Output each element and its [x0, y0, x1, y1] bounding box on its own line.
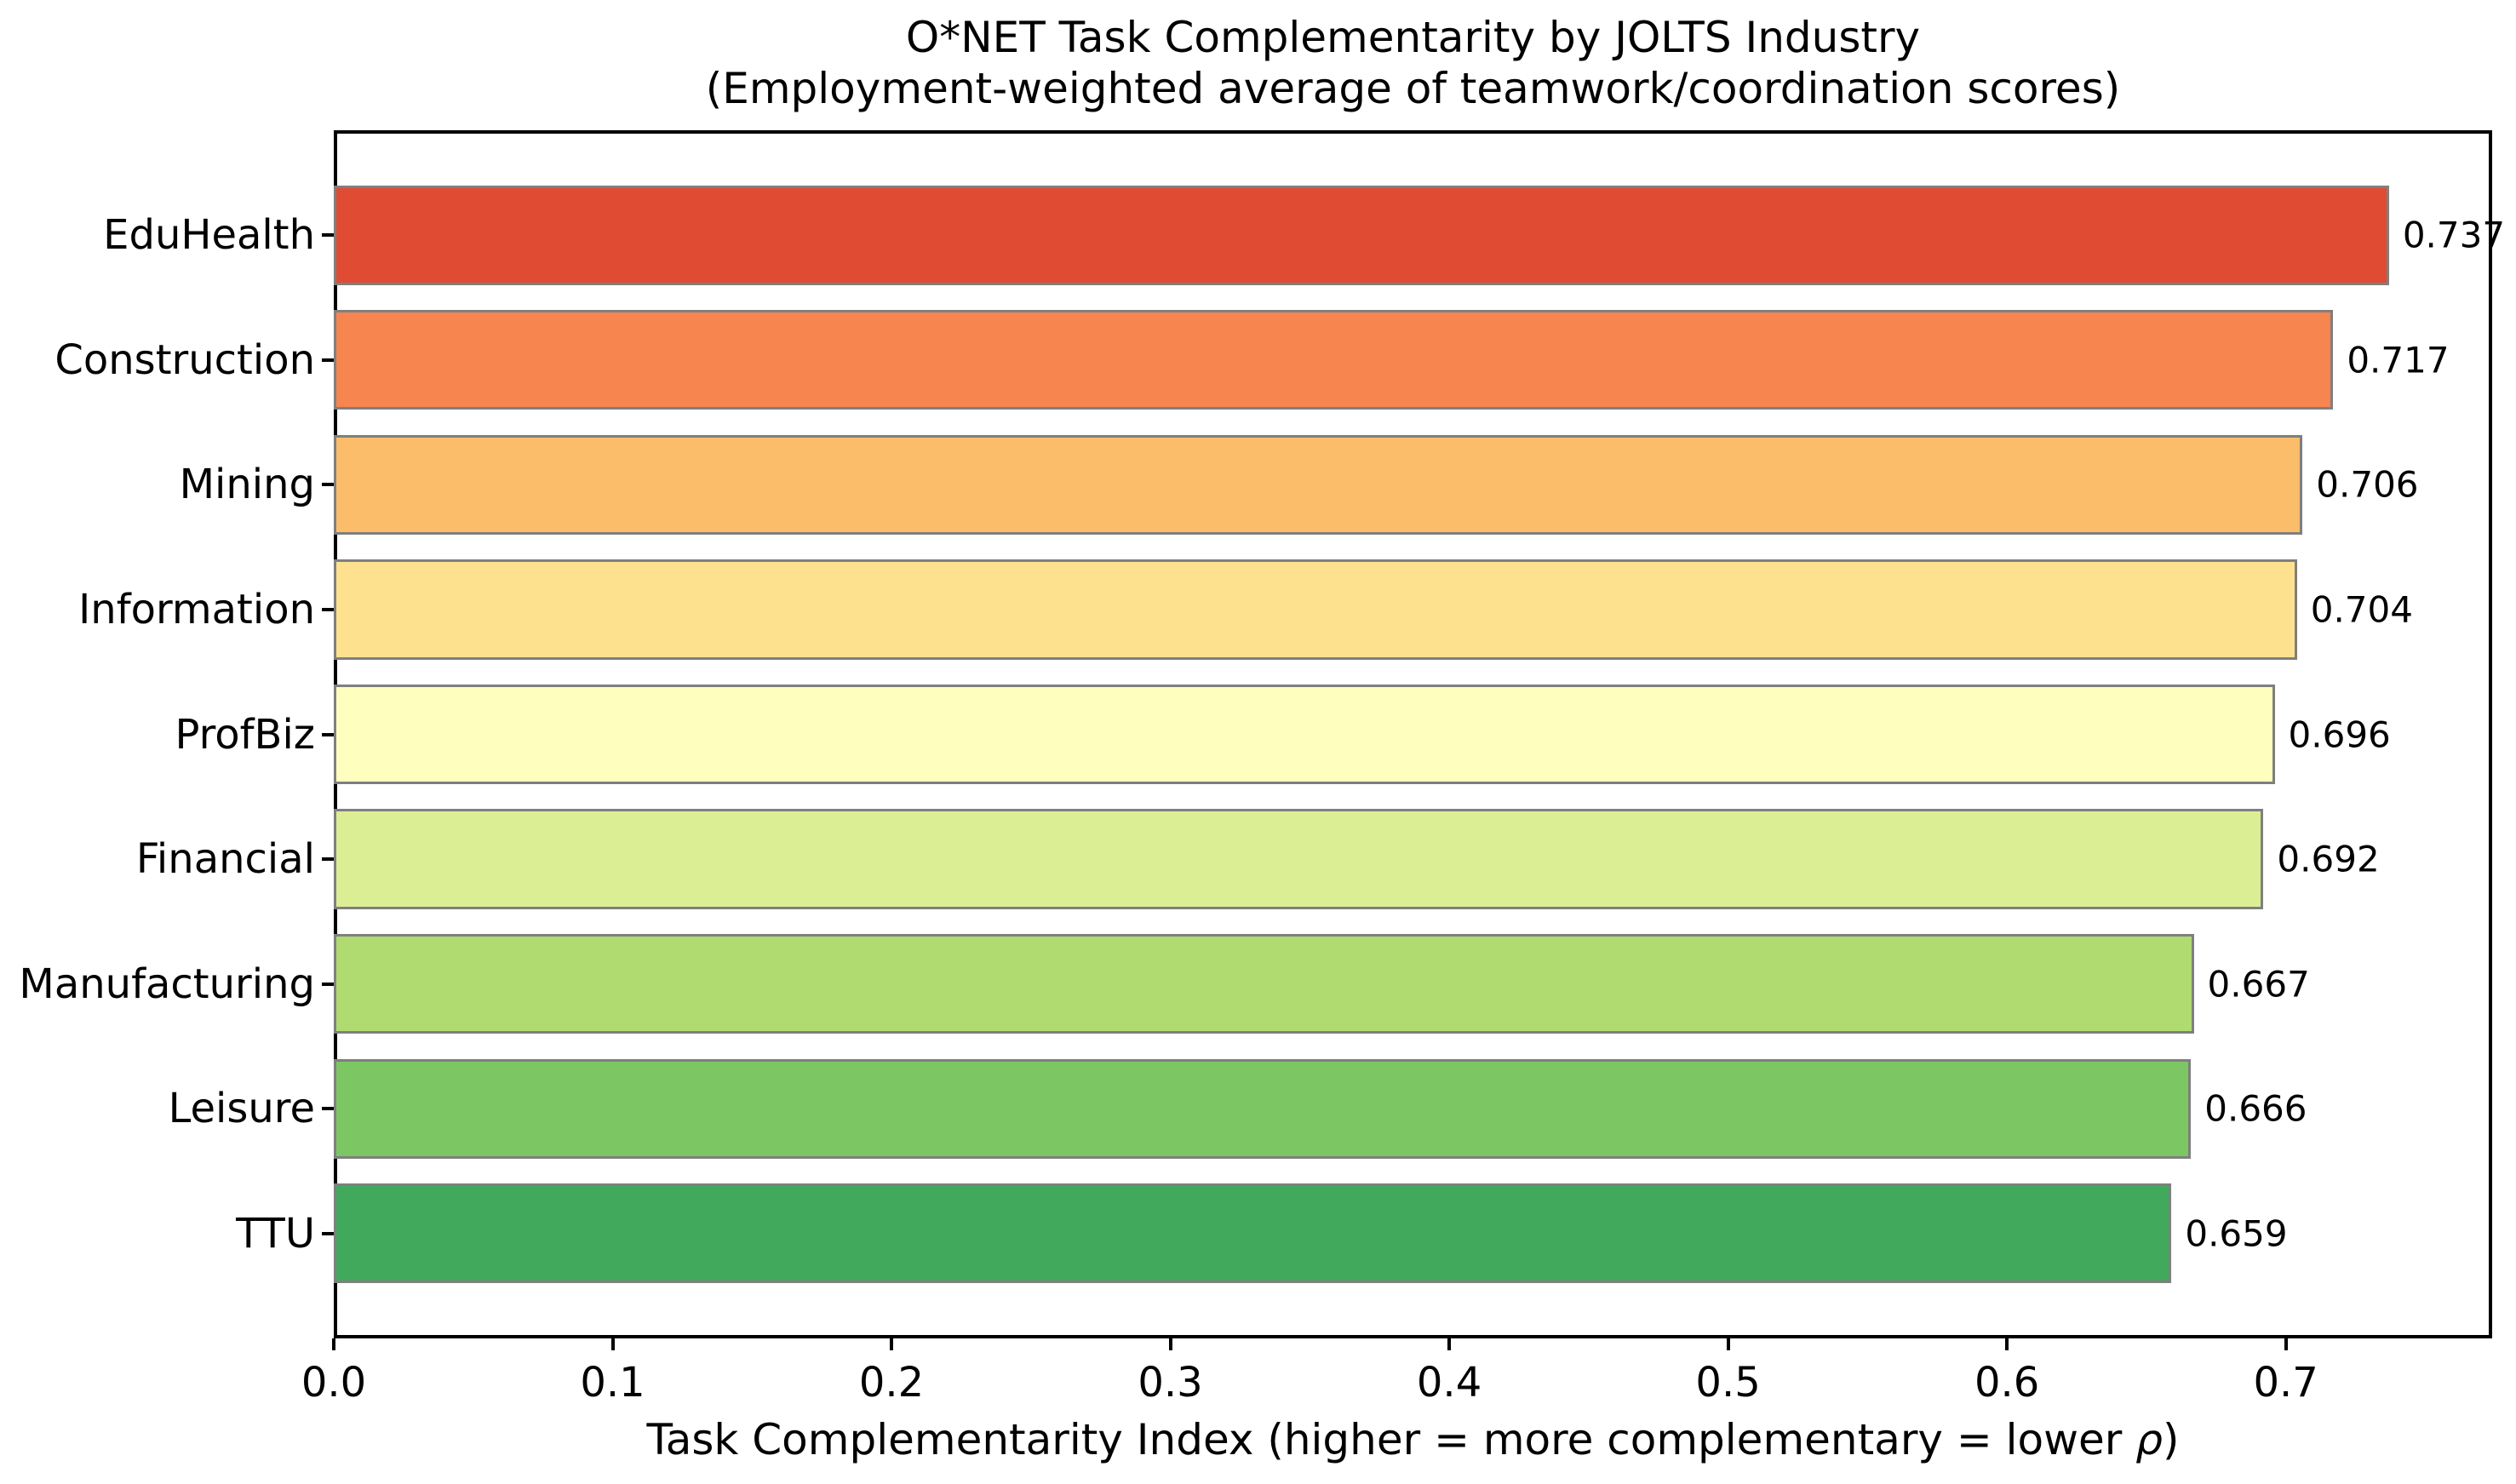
bar-value-label: 0.737 [2402, 214, 2506, 256]
x-tick-label: 0.5 [1695, 1359, 1761, 1407]
y-tick-mark [322, 857, 334, 862]
y-tick-label: EduHealth [103, 211, 315, 260]
y-tick-mark [322, 732, 334, 736]
bar [334, 434, 2303, 535]
x-axis-label: Task Complementarity Index (higher = mor… [334, 1415, 2492, 1464]
y-tick-mark [322, 607, 334, 611]
y-tick-mark [322, 1231, 334, 1235]
y-tick-label: TTU [236, 1209, 315, 1258]
bar [334, 809, 2264, 909]
x-axis-label-rho: ρ [2135, 1415, 2164, 1464]
chart-title-block: O*NET Task Complementarity by JOLTS Indu… [334, 12, 2492, 114]
bar [334, 310, 2334, 410]
chart-title: O*NET Task Complementarity by JOLTS Indu… [905, 13, 1921, 62]
y-tick-mark [322, 1107, 334, 1111]
bar-value-label: 0.659 [2185, 1212, 2288, 1255]
x-tick-label: 0.4 [1416, 1359, 1482, 1407]
x-tick-mark [2005, 1338, 2009, 1350]
bar [334, 934, 2194, 1034]
x-tick-label: 0.6 [1974, 1359, 2040, 1407]
bar-value-label: 0.717 [2347, 339, 2450, 381]
x-tick-mark [1726, 1338, 1730, 1350]
bar [334, 559, 2297, 660]
x-axis-label-text: Task Complementarity Index (higher = mor… [646, 1415, 2136, 1464]
x-tick-mark [1168, 1338, 1172, 1350]
x-tick-label: 0.7 [2253, 1359, 2318, 1407]
y-tick-label: Manufacturing [19, 960, 315, 1008]
y-tick-label: Financial [135, 835, 315, 884]
bar-value-label: 0.667 [2207, 963, 2310, 1006]
bar [334, 185, 2389, 285]
y-tick-mark [322, 483, 334, 487]
y-tick-mark [322, 358, 334, 362]
y-tick-label: Mining [179, 461, 315, 509]
y-tick-label: Information [78, 585, 315, 633]
chart-subtitle: (Employment-weighted average of teamwork… [705, 64, 2121, 113]
x-tick-mark [2284, 1338, 2288, 1350]
y-tick-mark [322, 233, 334, 238]
bar [334, 1058, 2192, 1159]
y-tick-mark [322, 982, 334, 986]
bar-value-label: 0.666 [2204, 1087, 2307, 1130]
y-tick-label: Leisure [168, 1085, 315, 1133]
x-tick-mark [610, 1338, 615, 1350]
bar [334, 684, 2275, 785]
bar-value-label: 0.704 [2310, 588, 2413, 631]
x-tick-mark [890, 1338, 894, 1350]
bar [334, 1183, 2172, 1284]
y-tick-label: ProfBiz [175, 710, 315, 759]
x-tick-label: 0.1 [580, 1359, 645, 1407]
x-tick-label: 0.0 [301, 1359, 367, 1407]
bar-value-label: 0.706 [2316, 463, 2419, 506]
x-tick-mark [1447, 1338, 1452, 1350]
x-tick-mark [332, 1338, 335, 1350]
x-axis-label-suffix: ) [2163, 1415, 2180, 1464]
x-tick-label: 0.3 [1138, 1359, 1203, 1407]
y-tick-label: Construction [54, 335, 315, 384]
bar-value-label: 0.696 [2288, 713, 2391, 755]
bar-value-label: 0.692 [2277, 838, 2380, 880]
x-tick-label: 0.2 [858, 1359, 925, 1407]
